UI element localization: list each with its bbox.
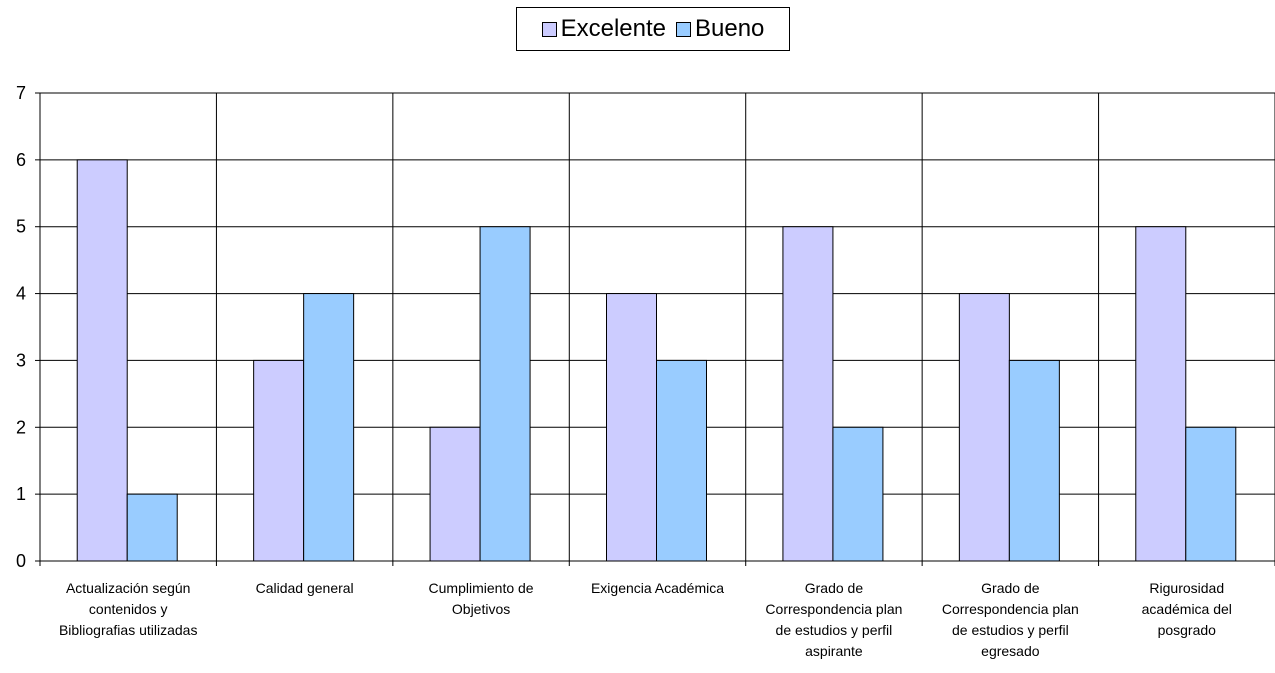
y-tick-label: 1 <box>16 484 26 504</box>
x-category-label: Grado de Correspondencia plan de estudios … <box>942 580 1079 659</box>
bar-bueno <box>1185 426 1237 562</box>
y-tick-label: 0 <box>16 551 26 571</box>
y-tick-label: 2 <box>16 417 26 437</box>
legend-item-excelente: Excelente <box>541 15 666 43</box>
bar-excelente <box>1135 226 1187 562</box>
bar-excelente <box>76 159 128 562</box>
legend-swatch-bueno <box>676 21 691 37</box>
x-category-label: Rigurosidad académica del posgrado <box>1142 580 1232 638</box>
bar-excelente <box>429 426 481 562</box>
bar-bueno <box>832 426 884 562</box>
y-tick-label: 4 <box>16 284 26 304</box>
bar-excelente <box>782 226 834 562</box>
bar-bueno <box>479 226 531 562</box>
y-tick-label: 7 <box>16 83 26 103</box>
x-category-label: Calidad general <box>256 580 354 596</box>
x-category-label: Exigencia Académica <box>591 580 724 596</box>
y-tick-label: 3 <box>16 350 26 370</box>
bar-bueno <box>1008 359 1060 562</box>
chart-legend: Excelente Bueno <box>516 7 790 51</box>
bar-bueno <box>656 359 707 562</box>
legend-label-excelente: Excelente <box>560 15 666 42</box>
legend-label-bueno: Bueno <box>695 15 765 42</box>
bar-bueno <box>126 493 178 562</box>
x-category-label: Actualización según contenidos y Bibliogra… <box>59 580 198 638</box>
x-category-label: Grado de Correspondencia plan de estudios … <box>765 580 902 659</box>
y-tick-label: 6 <box>16 150 26 170</box>
legend-swatch-excelente <box>541 21 557 37</box>
bar-excelente <box>958 293 1010 562</box>
legend-item-bueno: Bueno <box>676 15 764 43</box>
y-tick-label: 5 <box>16 217 26 237</box>
bar-excelente <box>606 293 657 562</box>
bar-bueno <box>303 293 355 562</box>
bar-excelente <box>253 359 305 562</box>
x-category-label: Cumplimiento de Objetivos <box>429 580 534 617</box>
